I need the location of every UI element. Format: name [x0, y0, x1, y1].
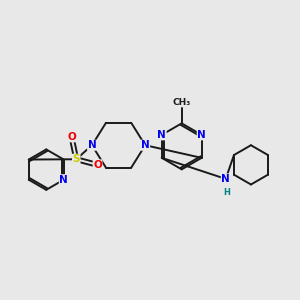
Text: N: N — [197, 130, 206, 140]
Text: N: N — [88, 140, 96, 150]
Text: O: O — [67, 132, 76, 142]
Text: N: N — [141, 140, 150, 150]
Text: S: S — [73, 154, 80, 164]
Text: N: N — [158, 130, 166, 140]
Text: O: O — [93, 160, 102, 170]
Text: CH₃: CH₃ — [172, 98, 191, 106]
Text: H: H — [223, 188, 230, 197]
Text: N: N — [221, 174, 230, 184]
Text: N: N — [59, 175, 68, 185]
